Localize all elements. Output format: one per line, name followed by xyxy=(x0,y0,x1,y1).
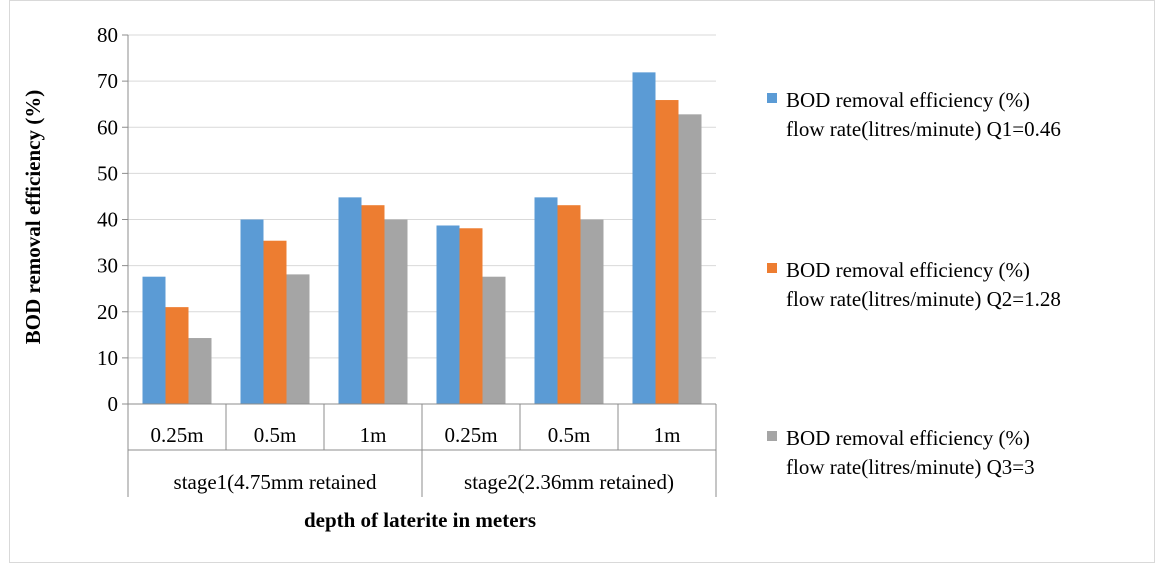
x-group-label: stage2(2.36mm retained) xyxy=(464,470,674,494)
legend-label: flow rate(litres/minute) Q2=1.28 xyxy=(786,287,1061,311)
gridlines xyxy=(128,34,716,359)
bar xyxy=(384,219,408,404)
legend-swatch xyxy=(767,93,777,103)
bar xyxy=(632,72,656,404)
y-tick-label: 40 xyxy=(97,208,118,232)
y-tick-label: 0 xyxy=(108,392,119,416)
bar xyxy=(482,276,506,404)
x-group-label: stage1(4.75mm retained xyxy=(174,470,377,494)
bar xyxy=(286,274,310,404)
legend-label: BOD removal efficiency (%) xyxy=(786,258,1030,282)
legend-swatch xyxy=(767,263,777,273)
y-tick-label: 50 xyxy=(97,161,118,185)
x-tick-label: 0.5m xyxy=(548,423,591,447)
axes: 0 10 20 30 40 50 60 70 80 0.25m 0.5m 1m 0.25m 0.5m 1m s… xyxy=(97,23,717,497)
bar xyxy=(142,276,166,404)
legend-label: BOD removal efficiency (%) xyxy=(786,88,1030,112)
legend-swatch xyxy=(767,431,777,441)
y-tick-label: 80 xyxy=(97,23,118,47)
bar xyxy=(534,197,558,404)
y-tick-label: 10 xyxy=(97,346,118,370)
bar xyxy=(165,307,189,404)
x-tick-label: 0.5m xyxy=(254,423,297,447)
bar xyxy=(188,338,212,404)
legend-label: BOD removal efficiency (%) xyxy=(786,426,1030,450)
bar xyxy=(580,219,604,404)
x-tick-label: 0.25m xyxy=(150,423,203,447)
y-tick-label: 70 xyxy=(97,69,118,93)
bars xyxy=(142,72,702,405)
y-axis-title: BOD removal efficiency (%) xyxy=(21,90,45,344)
bar xyxy=(338,197,362,404)
bar xyxy=(361,205,385,404)
bar xyxy=(655,100,679,404)
bar xyxy=(240,219,264,404)
legend: BOD removal efficiency (%) flow rate(litr… xyxy=(767,88,1061,479)
bar xyxy=(678,114,702,405)
y-tick-label: 60 xyxy=(97,115,118,139)
legend-label: flow rate(litres/minute) Q1=0.46 xyxy=(786,117,1061,141)
y-tick-label: 30 xyxy=(97,254,118,278)
bar xyxy=(557,205,581,404)
legend-label: flow rate(litres/minute) Q3=3 xyxy=(786,455,1035,479)
y-tick-label: 20 xyxy=(97,300,118,324)
bar xyxy=(459,228,483,404)
bar xyxy=(436,225,460,404)
x-tick-label: 0.25m xyxy=(444,423,497,447)
x-axis-title: depth of laterite in meters xyxy=(304,508,536,532)
x-tick-label: 1m xyxy=(654,423,681,447)
x-tick-label: 1m xyxy=(360,423,387,447)
bar xyxy=(263,240,287,404)
